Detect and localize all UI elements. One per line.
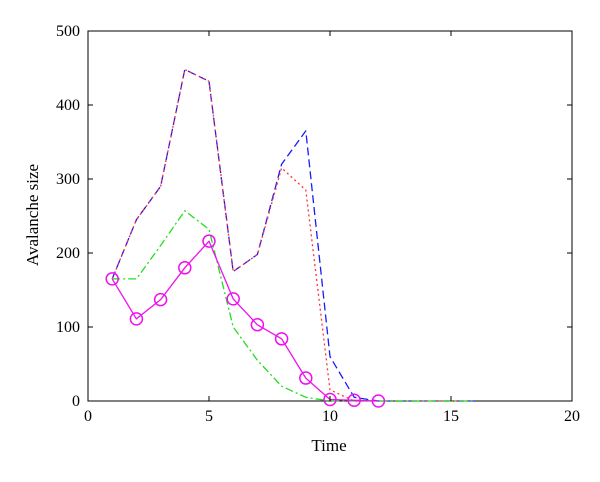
y-tick-label: 500 [56, 23, 80, 40]
y-tick-label: 200 [56, 245, 80, 262]
y-tick-label: 0 [72, 393, 80, 410]
y-tick-label: 100 [56, 319, 80, 336]
series-4-point [178, 261, 192, 275]
y-tick-label: 300 [56, 171, 80, 188]
x-axis-label: Time [311, 436, 346, 455]
x-tick-label: 0 [84, 408, 92, 425]
series-4-point [105, 272, 119, 286]
series-4-point [250, 318, 265, 332]
series-line-3-dashdot [112, 210, 476, 402]
series-4-point [323, 392, 337, 407]
y-tick-label: 400 [56, 97, 80, 114]
series-4-point [274, 332, 289, 346]
series-4-point [202, 234, 216, 248]
x-tick-label: 15 [443, 408, 459, 425]
x-tick-label: 5 [205, 408, 213, 425]
series-4-point [347, 393, 361, 408]
y-axis-label: Avalanche size [23, 164, 42, 266]
series-line-4-solid [111, 240, 379, 402]
series-4-point [153, 292, 168, 307]
x-tick-label: 20 [564, 408, 580, 425]
x-tick-label: 10 [322, 408, 338, 425]
series-4-point [371, 394, 386, 408]
series-4-point [299, 371, 313, 385]
series-4-point [129, 312, 144, 326]
series-4-point [226, 292, 240, 306]
plot-area [87, 30, 573, 402]
